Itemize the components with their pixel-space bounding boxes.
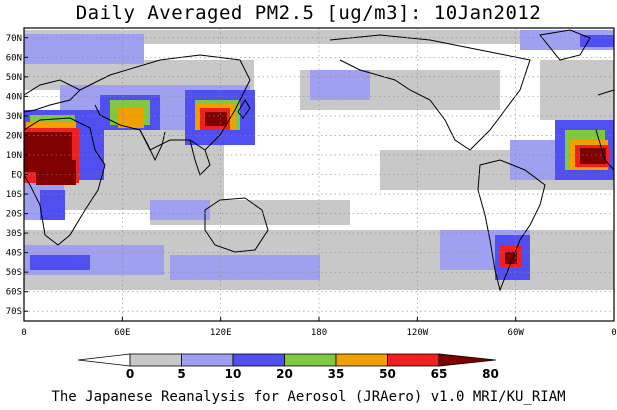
colorbar-segment [284, 353, 337, 367]
lat-tick-label: 10S [6, 190, 22, 200]
colorbar-segment-max [438, 353, 497, 367]
colorbar-level-label: 80 [482, 367, 499, 381]
map-gridlines [24, 28, 614, 321]
colorbar-segment [335, 353, 388, 367]
colorbar: 0 5 10 20 35 50 65 80 [77, 353, 499, 381]
lat-tick-label: 30S [6, 229, 22, 239]
colorbar-segment [232, 353, 285, 367]
latitude-ticks: 70N 60N 50N 40N 30N 20N 10N EQ 10S 20S 30S 40S 50S 60… [6, 34, 28, 317]
lat-tick-label: 40N [6, 92, 22, 102]
lat-tick-label: 50S [6, 268, 22, 278]
lat-tick-label: 70N [6, 34, 22, 44]
lat-tick-label: 70S [6, 307, 22, 317]
lat-tick-label: 10N [6, 151, 22, 161]
lon-tick-label: 0 [21, 328, 26, 338]
lat-tick-label: 50N [6, 73, 22, 83]
colorbar-level-label: 35 [328, 367, 345, 381]
lat-tick-label: EQ [11, 171, 22, 181]
colorbar-level-label: 20 [276, 367, 293, 381]
pm25-level-80-plus [24, 112, 606, 264]
map-title: Daily Averaged PM2.5 [ug/m3]: 10Jan2012 [75, 2, 542, 24]
colorbar-level-label: 50 [379, 367, 396, 381]
colorbar-segment [129, 353, 182, 367]
colorbar-level-label: 10 [225, 367, 242, 381]
colorbar-level-label: 5 [177, 367, 185, 381]
coastlines [24, 29, 614, 292]
lon-tick-label: 60E [114, 328, 130, 338]
lon-tick-label: 60W [508, 328, 525, 338]
lat-tick-label: 30N [6, 112, 22, 122]
lon-tick-label: 0 [611, 328, 616, 338]
lat-tick-label: 60N [6, 53, 22, 63]
longitude-ticks: 0 60E 120E 180 120W 60W 0 [21, 317, 617, 338]
lat-tick-label: 20S [6, 210, 22, 220]
colorbar-segment [387, 353, 440, 367]
lon-tick-label: 180 [311, 328, 327, 338]
map-footer-caption: The Japanese Reanalysis for Aerosol (JRA… [51, 389, 566, 405]
lat-tick-label: 20N [6, 131, 22, 141]
lat-tick-label: 40S [6, 249, 22, 259]
lon-tick-label: 120W [406, 328, 428, 338]
lat-tick-label: 60S [6, 288, 22, 298]
colorbar-level-label: 0 [126, 367, 134, 381]
colorbar-level-label: 65 [431, 367, 448, 381]
colorbar-segment-min [77, 353, 131, 367]
colorbar-segment [181, 353, 234, 367]
lon-tick-label: 120E [210, 328, 232, 338]
